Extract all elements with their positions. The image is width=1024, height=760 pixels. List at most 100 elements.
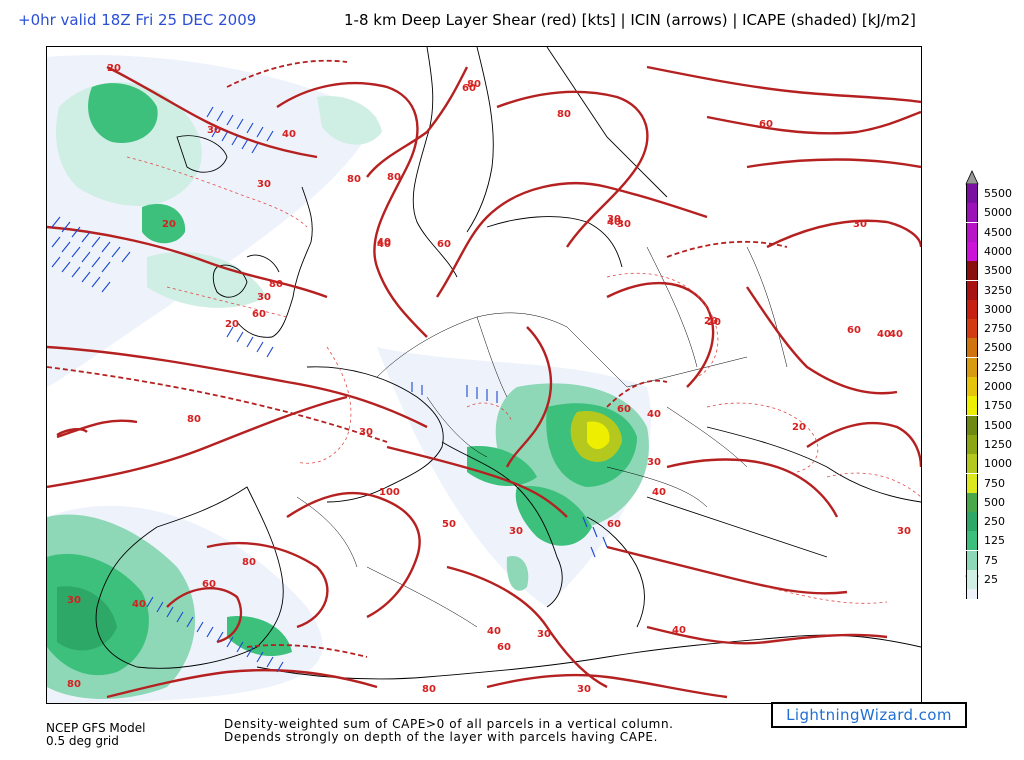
shear-label: 40 — [607, 217, 621, 228]
shear-label: 60 — [252, 309, 266, 320]
legend-label: 1750 — [984, 399, 1012, 413]
shear-label: 60 — [497, 642, 511, 653]
model-grid: 0.5 deg grid — [46, 734, 119, 748]
legend-top-arrow — [965, 170, 979, 185]
description: Density-weighted sum of CAPE>0 of all pa… — [224, 718, 674, 744]
legend-swatch — [966, 396, 978, 416]
shear-label: 80 — [557, 109, 571, 120]
shear-label: 80 — [467, 79, 481, 90]
legend-swatch — [966, 357, 978, 377]
shear-label: 80 — [269, 279, 283, 290]
country-borders — [296, 246, 788, 628]
legend-swatch — [966, 473, 978, 493]
legend-swatch — [966, 338, 978, 358]
shear-label: 80 — [347, 174, 361, 185]
shear-label: 60 — [759, 119, 773, 130]
legend-swatch — [966, 184, 978, 203]
legend-swatch — [966, 280, 978, 300]
shear-label: 20 — [792, 422, 806, 433]
shear-label: 40 — [889, 329, 903, 340]
shear-label: 30 — [67, 595, 81, 606]
legend-label: 25 — [984, 573, 998, 586]
legend-label: 2500 — [984, 341, 1012, 355]
legend-swatch — [966, 570, 978, 589]
shear-label: 40 — [652, 487, 666, 498]
shear-label: 30 — [617, 219, 631, 230]
legend-label: 1000 — [984, 457, 1012, 471]
shear-label: 40 — [132, 599, 146, 610]
shear-label: 30 — [359, 427, 373, 438]
legend-swatch — [966, 299, 978, 319]
valid-time: +0hr valid 18Z Fri 25 DEC 2009 — [18, 11, 257, 29]
legend-swatch — [966, 241, 978, 261]
shear-label: 30 — [257, 179, 271, 190]
shear-label: 20 — [162, 219, 176, 230]
legend-swatch — [966, 531, 978, 551]
legend-label: 3250 — [984, 283, 1012, 297]
model-name: NCEP GFS Model — [46, 721, 146, 735]
model-info: NCEP GFS Model 0.5 deg grid — [46, 722, 145, 748]
shear-label: 30 — [207, 125, 221, 136]
shear-label: 40 — [282, 129, 296, 140]
legend-label: 4500 — [984, 225, 1012, 239]
cape-shading-iberia — [47, 514, 292, 699]
shear-label: 30 — [607, 214, 621, 225]
legend-swatch — [966, 454, 978, 474]
legend-swatch — [966, 377, 978, 396]
shear-label: 20 — [225, 319, 239, 330]
shear-label: 60 — [202, 579, 216, 590]
shear-label: 40 — [647, 409, 661, 420]
shear-label: 30 — [537, 629, 551, 640]
shear-label: 80 — [387, 172, 401, 183]
brand-box[interactable]: LightningWizard.com — [771, 702, 967, 728]
cape-legend: 5500 5000 4500 4000 3500 3250 3000 2750 2500 2250… — [962, 170, 1022, 600]
legend-label: 2000 — [984, 380, 1012, 393]
legend-label: 750 — [984, 476, 1005, 490]
legend-label: 5500 — [984, 187, 1012, 200]
shear-contours — [47, 65, 921, 699]
shear-label: 60 — [847, 325, 861, 336]
legend-swatch — [966, 550, 978, 570]
shear-label: 80 — [422, 684, 436, 695]
shear-label: 20 — [707, 317, 721, 328]
shear-label: 50 — [442, 519, 456, 530]
brand-label[interactable]: LightningWizard.com — [786, 706, 952, 724]
shear-label: 60 — [462, 83, 476, 94]
legend-swatch — [966, 492, 978, 512]
chart-title: 1-8 km Deep Layer Shear (red) [kts] | IC… — [344, 11, 916, 29]
legend-label: 2250 — [984, 360, 1012, 374]
shear-label: 40 — [672, 625, 686, 636]
legend-swatch — [966, 222, 978, 242]
legend-swatch — [966, 261, 978, 281]
legend-swatch — [966, 203, 978, 223]
legend-label: 1500 — [984, 418, 1012, 432]
shear-label: 20 — [704, 316, 718, 327]
shear-label: 60 — [437, 239, 451, 250]
description-line-2: Depends strongly on depth of the layer w… — [224, 730, 659, 744]
legend-swatch-bottom — [966, 589, 978, 600]
shear-label: 30 — [647, 457, 661, 468]
legend-label: 3500 — [984, 264, 1012, 278]
legend-swatch — [966, 415, 978, 435]
shear-contours-thin — [126, 156, 921, 604]
shear-label: 40 — [377, 239, 391, 250]
legend-swatch — [966, 319, 978, 339]
cin-arrows — [51, 106, 608, 673]
legend-label: 2750 — [984, 322, 1012, 336]
shear-label: 30 — [509, 526, 523, 537]
legend-label: 75 — [984, 553, 998, 567]
shear-label: 30 — [577, 684, 591, 695]
legend-label: 4000 — [984, 244, 1012, 258]
legend-swatch — [966, 434, 978, 454]
cape-shading-atlantic — [56, 82, 382, 308]
legend-label: 125 — [984, 534, 1005, 548]
legend-swatch — [966, 512, 978, 532]
shear-label: 60 — [617, 404, 631, 415]
shear-label: 80 — [187, 414, 201, 425]
shear-label: 20 — [107, 63, 121, 74]
shear-label: 40 — [487, 626, 501, 637]
legend-label: 250 — [984, 515, 1005, 529]
shear-label: 30 — [257, 292, 271, 303]
